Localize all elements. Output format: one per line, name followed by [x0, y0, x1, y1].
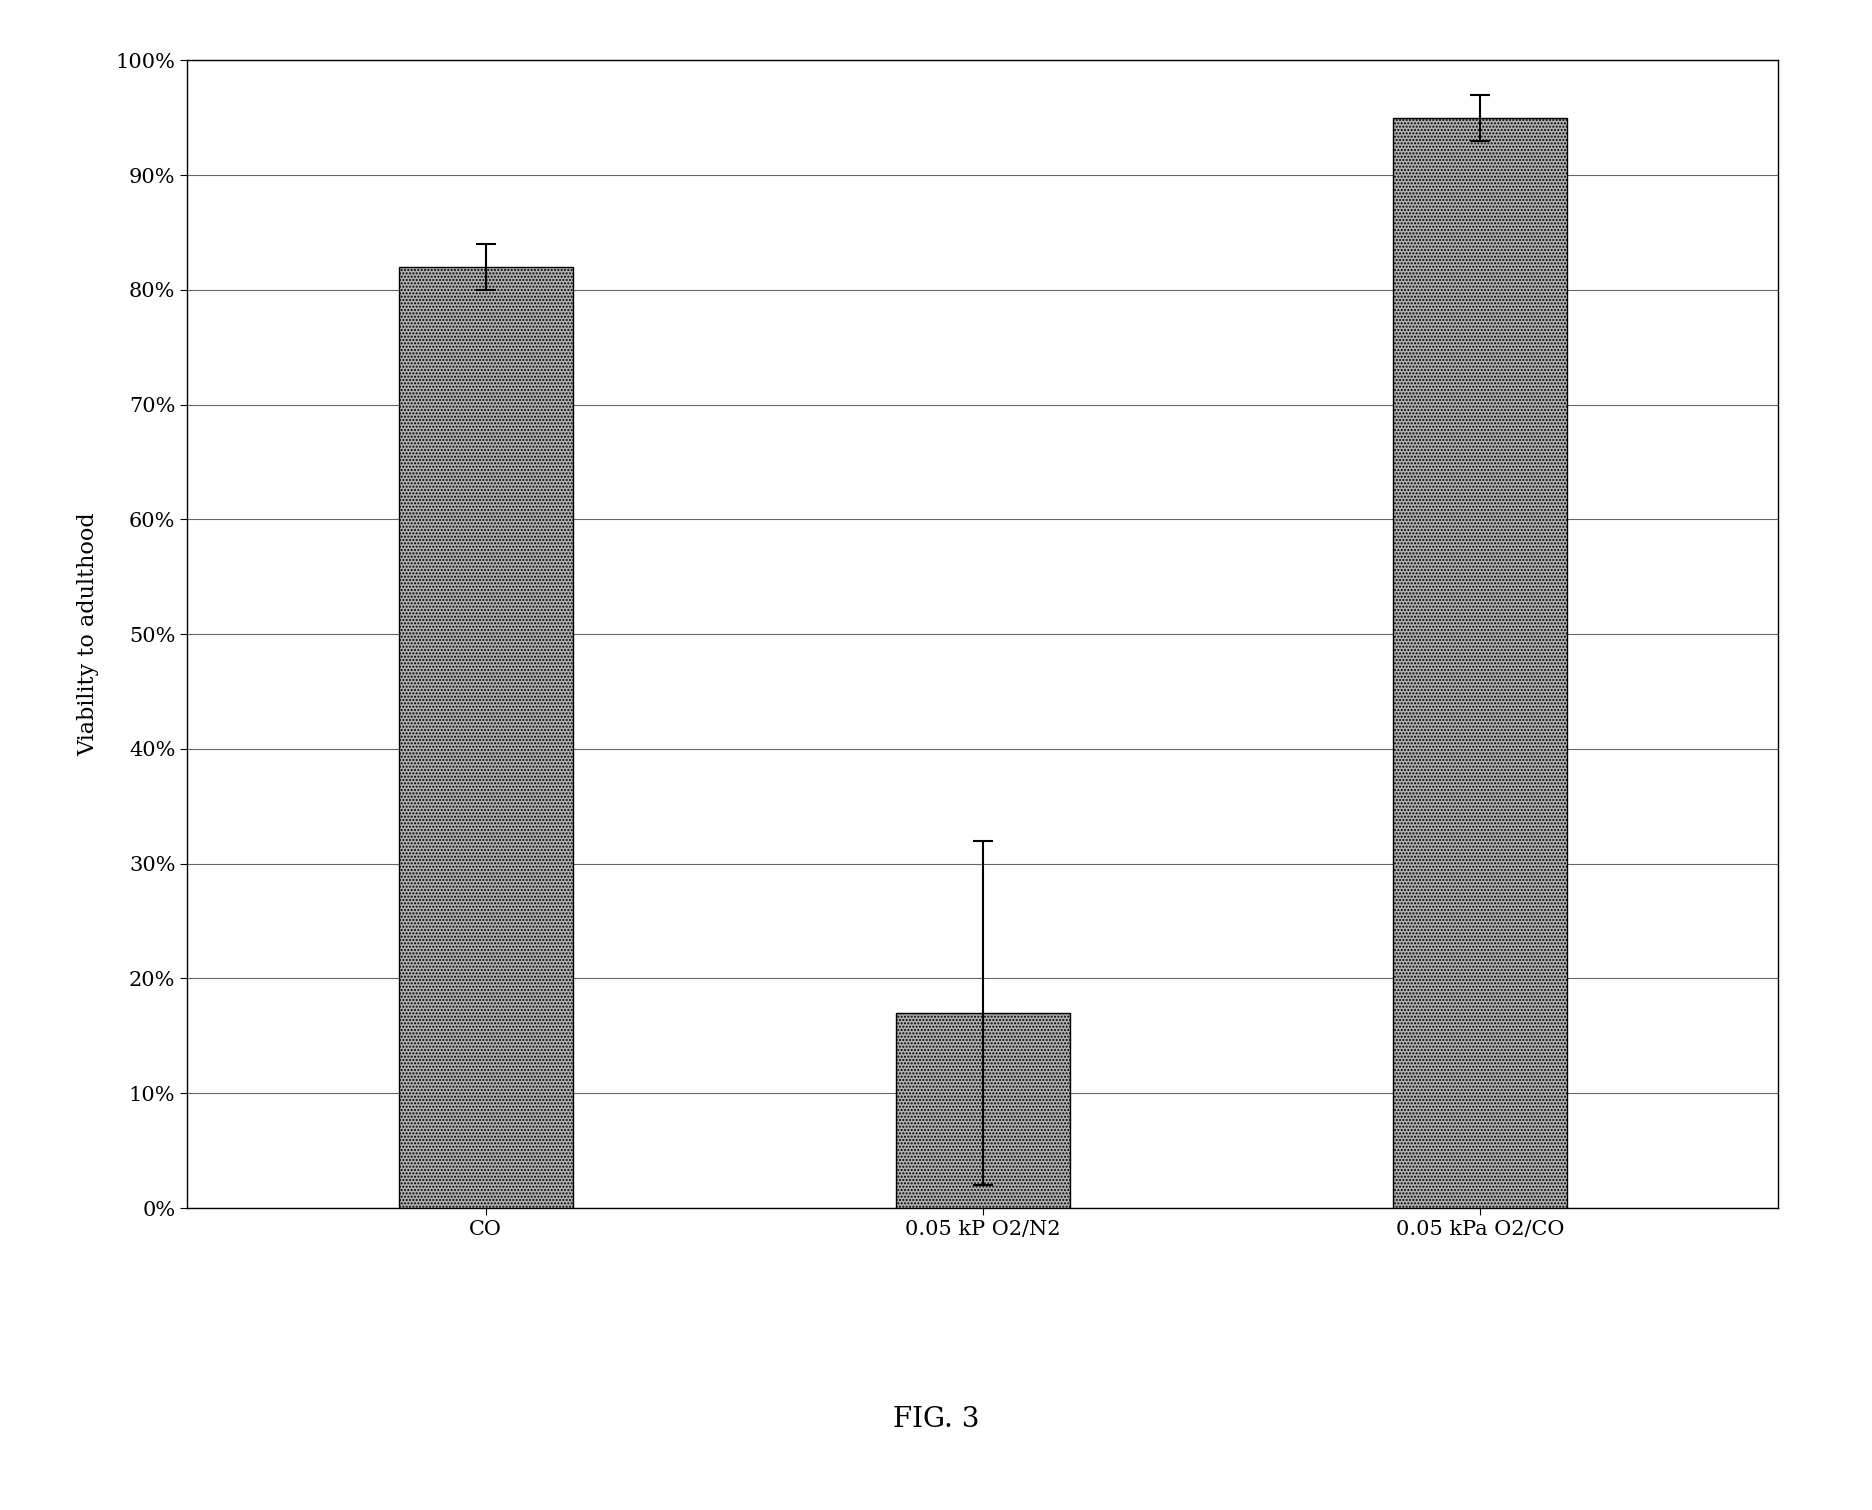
Text: FIG. 3: FIG. 3 [893, 1406, 979, 1433]
Y-axis label: Viability to adulthood: Viability to adulthood [77, 512, 99, 757]
Bar [897, 1013, 1069, 1208]
Bar [1393, 118, 1567, 1208]
Bar [399, 267, 573, 1208]
